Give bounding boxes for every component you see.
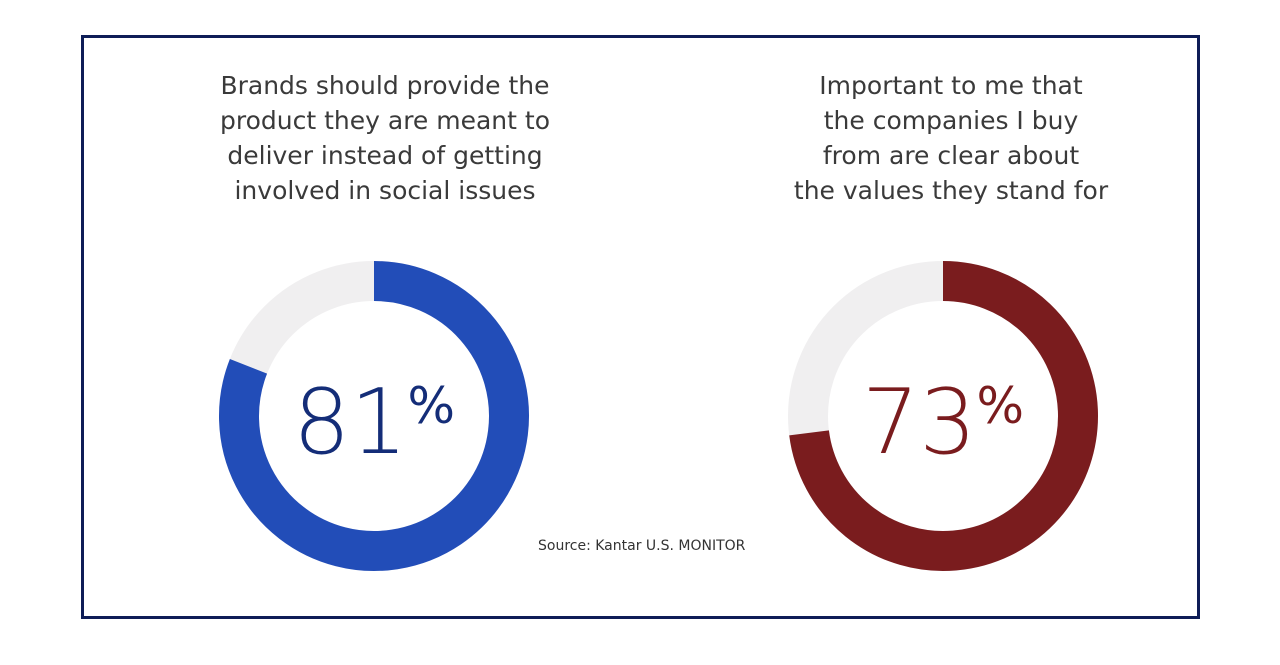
donut-left-value-arc (219, 261, 529, 571)
chart-title-right: Important to me that the companies I buy… (793, 71, 1109, 205)
donut-left-value-label: 81% (293, 370, 455, 475)
donut-right: 73% (788, 261, 1098, 571)
source-note: Source: Kantar U.S. MONITOR (538, 538, 746, 554)
chart-title-left: Brands should provide the product they a… (220, 71, 550, 205)
donut-right-value-arc (789, 261, 1098, 571)
donut-left: 81% (219, 261, 529, 571)
donut-right-value-label: 73% (862, 370, 1024, 475)
